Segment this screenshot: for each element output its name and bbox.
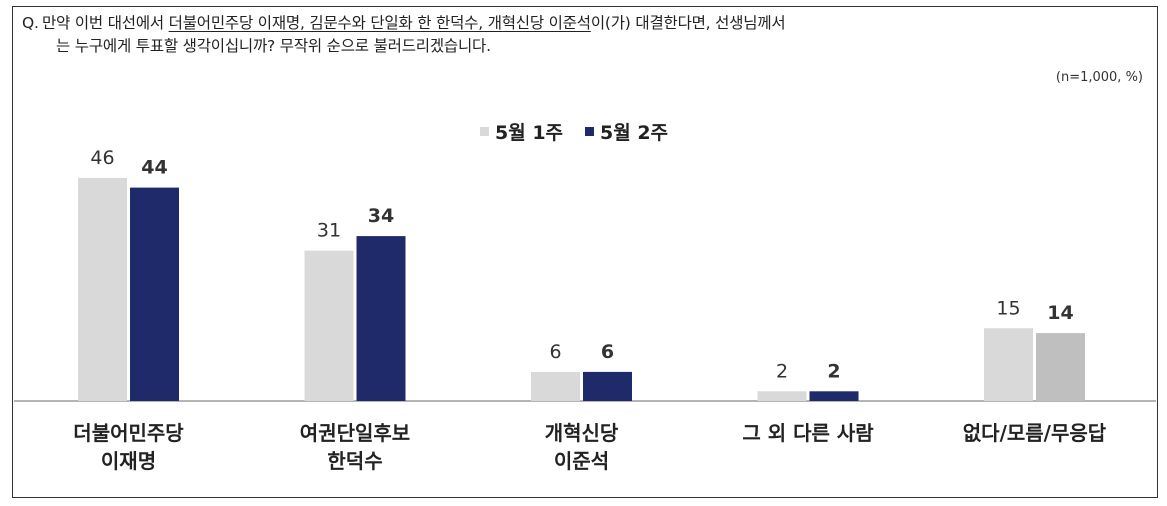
- data-label-week1-cat4: 15: [996, 297, 1020, 319]
- category-label-cat0: 더불어민주당 이재명: [73, 421, 184, 473]
- legend: 5월 1주 5월 2주: [480, 118, 668, 145]
- data-label-week2-cat1: 34: [368, 205, 394, 227]
- bar-week2-cat2: [583, 371, 632, 401]
- question-text: Q. 만약 이번 대선에서 더불어민주당 이재명, 김문수와 단일화 한 한덕수,…: [22, 12, 1147, 58]
- data-label-week1-cat2: 6: [549, 341, 561, 363]
- legend-label-week1: 5월 1주: [495, 122, 564, 144]
- bar-week1-cat0: [78, 177, 127, 401]
- chart-frame: [12, 6, 1158, 498]
- bar-week1-cat2: [531, 371, 580, 401]
- question-text-before: 만약 이번 대선에서: [42, 14, 169, 32]
- category-label-cat4: 없다/모름/무응답: [963, 421, 1107, 445]
- bar-week2-cat0: [130, 187, 179, 401]
- data-label-week2-cat0: 44: [141, 157, 167, 179]
- data-label-week2-cat3: 2: [827, 360, 840, 382]
- legend-swatch-week2: [585, 127, 595, 136]
- data-label-week1-cat1: 31: [317, 220, 341, 242]
- category-label-cat1: 여권단일후보 한덕수: [300, 421, 410, 473]
- bar-week2-cat1: [356, 236, 406, 401]
- bar-week1-cat4: [984, 328, 1033, 401]
- data-label-week1-cat0: 46: [90, 147, 114, 169]
- question-text-after: 이(가) 대결한다면, 선생님께서: [590, 14, 786, 32]
- legend-label-week2: 5월 2주: [600, 122, 669, 144]
- data-label-week2-cat2: 6: [601, 341, 614, 363]
- question-line-1: Q. 만약 이번 대선에서 더불어민주당 이재명, 김문수와 단일화 한 한덕수,…: [22, 12, 1147, 35]
- category-label-cat3: 그 외 다른 사람: [742, 421, 874, 445]
- data-label-week2-cat4: 14: [1047, 302, 1073, 324]
- category-label-cat2: 개혁신당 이준석: [545, 421, 619, 473]
- bar-week1-cat3: [757, 391, 807, 401]
- question-line-2: 는 누구에게 투표할 생각이십니까? 무작위 순으로 불러드리겠습니다.: [56, 37, 491, 55]
- data-label-week1-cat3: 2: [776, 360, 788, 382]
- legend-item-week2: 5월 2주: [585, 118, 668, 145]
- bar-week2-cat3: [809, 391, 859, 401]
- legend-swatch-week1: [480, 127, 489, 136]
- question-underlined-candidates: 더불어민주당 이재명, 김문수와 단일화 한 한덕수, 개혁신당 이준석: [168, 14, 591, 32]
- question-prefix: Q.: [22, 14, 39, 32]
- bar-week1-cat1: [304, 250, 354, 401]
- bar-week2-cat4: [1036, 333, 1085, 401]
- legend-item-week1: 5월 1주: [480, 118, 563, 145]
- sample-note: (n=1,000, %): [1055, 70, 1143, 85]
